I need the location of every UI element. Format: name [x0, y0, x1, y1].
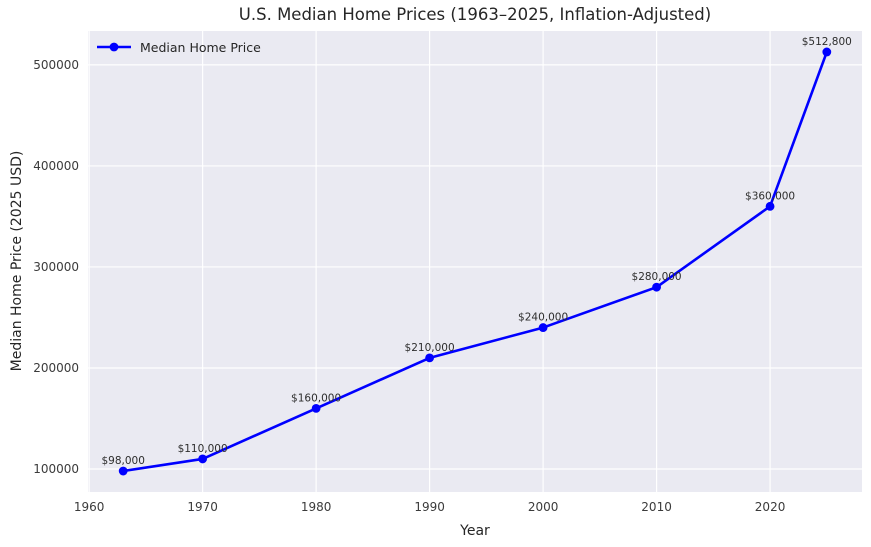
- point-value-label: $240,000: [518, 312, 568, 324]
- data-point: [198, 454, 208, 464]
- x-tick-label: 2000: [528, 500, 559, 514]
- x-tick-label: 1990: [414, 500, 445, 514]
- data-line: [121, 50, 829, 473]
- point-value-label: $98,000: [101, 455, 144, 467]
- legend-line-marker-icon: [97, 42, 131, 52]
- x-tick-label: 1970: [187, 500, 218, 514]
- data-point: [538, 323, 548, 332]
- legend-dot: [109, 42, 119, 52]
- data-point: [765, 201, 775, 211]
- y-axis-label: Median Home Price (2025 USD): [9, 150, 25, 372]
- data-point: [311, 404, 321, 413]
- point-value-label: $110,000: [178, 443, 228, 455]
- legend-label: Median Home Price: [140, 39, 261, 55]
- legend: Median Home Price: [96, 39, 261, 55]
- x-axis-label: Year: [460, 523, 490, 539]
- point-value-label: $210,000: [405, 342, 455, 354]
- y-tick-label: 400000: [33, 159, 79, 173]
- x-tick-label: 1980: [301, 500, 332, 514]
- data-point: [118, 466, 128, 476]
- data-point: [822, 47, 832, 57]
- y-tick-label: 100000: [33, 462, 79, 476]
- point-value-label: $160,000: [291, 392, 341, 404]
- y-tick-label: 500000: [33, 58, 79, 72]
- x-tick-label: 2020: [755, 500, 786, 514]
- data-point: [652, 282, 661, 292]
- y-tick-label: 300000: [33, 260, 79, 274]
- point-value-label: $280,000: [632, 271, 682, 283]
- x-tick-label: 1960: [74, 500, 105, 514]
- chart-title: U.S. Median Home Prices (1963–2025, Infl…: [238, 5, 712, 24]
- point-value-label: $512,800: [802, 36, 852, 48]
- y-tick-label: 200000: [33, 361, 79, 375]
- data-point: [425, 353, 435, 363]
- point-value-label: $360,000: [745, 190, 795, 202]
- plot-background: [88, 31, 862, 492]
- x-tick-label: 2010: [641, 500, 672, 514]
